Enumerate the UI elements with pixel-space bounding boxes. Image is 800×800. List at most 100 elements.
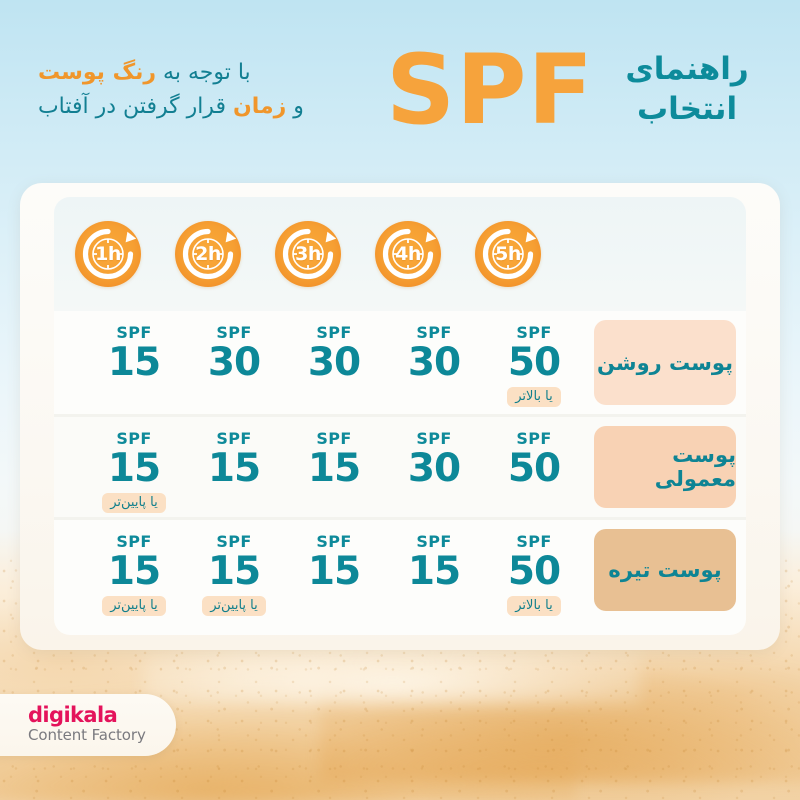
spf-qualifier-badge: یا پایین‌تر <box>102 492 166 513</box>
page-title-line-1: راهنمای <box>625 51 749 88</box>
spf-value-cell: SPF 50 یا بالاتر <box>484 520 584 620</box>
spf-value-cell: SPF 15 <box>284 417 384 517</box>
skin-type-chip: پوست معمولی <box>594 426 736 508</box>
spf-label: SPF <box>216 532 252 551</box>
spf-label: SPF <box>216 323 252 342</box>
spf-label: SPF <box>116 429 152 448</box>
page-title: راهنمای انتخاب <box>612 50 762 129</box>
duration-cell-4h: 4h <box>358 197 458 311</box>
clock-arrow-icon: 4h <box>375 221 441 287</box>
subtitle-line-1-highlight: رنگ پوست <box>37 59 157 85</box>
spf-value-cell: SPF 15 <box>184 417 284 517</box>
spf-label: SPF <box>316 429 352 448</box>
icon-row-skin-spacer <box>558 197 720 311</box>
spf-number: 15 <box>207 549 261 594</box>
spf-label: SPF <box>416 429 452 448</box>
spf-number: 30 <box>407 340 461 385</box>
page-title-line-2: انتخاب <box>637 91 738 127</box>
skin-type-cell: پوست تیره <box>584 520 746 620</box>
spf-value-cell: SPF 15 یا پایین‌تر <box>184 520 284 620</box>
clock-arrow-icon: 2h <box>175 221 241 287</box>
spf-value-cell: SPF 30 <box>284 311 384 414</box>
spf-number: 15 <box>107 549 161 594</box>
spf-number: 30 <box>307 340 361 385</box>
spf-label: SPF <box>216 429 252 448</box>
subtitle-line-2-suffix: قرار گرفتن در آفتاب <box>37 94 233 119</box>
spf-number: 15 <box>307 446 361 491</box>
spf-value-cell: SPF 50 <box>484 417 584 517</box>
subtitle: با توجه به رنگ پوست و زمان قرار گرفتن در… <box>38 56 368 124</box>
spf-value-cell: SPF 15 <box>284 520 384 620</box>
clock-arrow-icon: 3h <box>275 221 341 287</box>
skin-type-label: پوست معمولی <box>654 443 736 491</box>
spf-value-cell: SPF 15 <box>384 520 484 620</box>
duration-cell-2h: 2h <box>158 197 258 311</box>
skin-type-chip: پوست تیره <box>594 529 736 611</box>
skin-type-chip: پوست روشن <box>594 320 736 405</box>
spf-table-panel: 5h 4h 3h 2h 1h پوست روشن SPF 50 یا بالاتر SPF 30 S… <box>54 197 746 635</box>
skin-type-label: پوست روشن <box>597 350 733 375</box>
spf-value-cell: SPF 15 یا پایین‌تر <box>84 520 184 620</box>
spf-label: SPF <box>116 532 152 551</box>
subtitle-line-1: با توجه به رنگ پوست <box>38 56 368 90</box>
spf-number: 50 <box>507 340 561 385</box>
spf-number: 15 <box>107 340 161 385</box>
spf-number: 15 <box>207 446 261 491</box>
duration-cell-3h: 3h <box>258 197 358 311</box>
subtitle-line-1-prefix: با توجه به <box>156 59 251 85</box>
spf-value-cell: SPF 30 <box>384 417 484 517</box>
subtitle-line-2: و زمان قرار گرفتن در آفتاب <box>38 90 368 124</box>
spf-number: 15 <box>107 446 161 491</box>
spf-value-cell: SPF 30 <box>184 311 284 414</box>
header: راهنمای انتخاب SPF با توجه به رنگ پوست و… <box>0 0 800 180</box>
skin-type-cell: پوست معمولی <box>584 417 746 517</box>
digikala-logo: digikala Content Factory <box>0 694 176 756</box>
spf-rows: پوست روشن SPF 50 یا بالاتر SPF 30 SPF 30 SPF 30 SP… <box>54 311 746 620</box>
subtitle-line-2-highlight: زمان <box>232 94 287 119</box>
duration-cell-5h: 5h <box>458 197 558 311</box>
spf-wordmark: SPF <box>385 34 595 146</box>
duration-label: 3h <box>295 243 321 265</box>
duration-label: 5h <box>495 243 521 265</box>
spf-value-cell: SPF 30 <box>384 311 484 414</box>
duration-icon-row: 5h 4h 3h 2h 1h <box>54 197 746 311</box>
spf-label: SPF <box>116 323 152 342</box>
table-row: پوست روشن SPF 50 یا بالاتر SPF 30 SPF 30 SPF 30 SP… <box>54 311 746 414</box>
spf-value-cell: SPF 15 یا پایین‌تر <box>84 417 184 517</box>
logo-subtitle-text: Content Factory <box>28 726 146 745</box>
spf-label: SPF <box>416 323 452 342</box>
spf-table-card: 5h 4h 3h 2h 1h پوست روشن SPF 50 یا بالاتر SPF 30 S… <box>20 183 780 650</box>
table-row: پوست تیره SPF 50 یا بالاتر SPF 15 SPF 15 SPF 15 یا… <box>54 517 746 620</box>
duration-label: 4h <box>395 243 421 265</box>
duration-cell-1h: 1h <box>58 197 158 311</box>
spf-qualifier-badge: یا بالاتر <box>507 386 561 407</box>
duration-label: 2h <box>195 243 221 265</box>
spf-value-cell: SPF 50 یا بالاتر <box>484 311 584 414</box>
spf-label: SPF <box>516 429 552 448</box>
icon-row-lead-spacer <box>720 197 746 311</box>
spf-qualifier-badge: یا پایین‌تر <box>102 595 166 616</box>
spf-number: 15 <box>307 549 361 594</box>
spf-number: 15 <box>407 549 461 594</box>
clock-arrow-icon: 1h <box>75 221 141 287</box>
clock-arrow-icon: 5h <box>475 221 541 287</box>
spf-label: SPF <box>316 323 352 342</box>
spf-label: SPF <box>516 323 552 342</box>
duration-label: 1h <box>95 243 121 265</box>
spf-label: SPF <box>516 532 552 551</box>
spf-number: 50 <box>507 446 561 491</box>
spf-number: 30 <box>407 446 461 491</box>
spf-qualifier-badge: یا پایین‌تر <box>202 595 266 616</box>
spf-qualifier-badge: یا بالاتر <box>507 595 561 616</box>
spf-number: 30 <box>207 340 261 385</box>
spf-label: SPF <box>416 532 452 551</box>
logo-brand-text: digikala <box>28 703 118 728</box>
spf-number: 50 <box>507 549 561 594</box>
subtitle-line-2-prefix: و <box>286 94 304 119</box>
spf-label: SPF <box>316 532 352 551</box>
table-row: پوست معمولی SPF 50 SPF 30 SPF 15 SPF 15 SPF 15 یا پ… <box>54 414 746 517</box>
skin-type-cell: پوست روشن <box>584 311 746 414</box>
spf-value-cell: SPF 15 <box>84 311 184 414</box>
skin-type-label: پوست تیره <box>608 558 722 582</box>
